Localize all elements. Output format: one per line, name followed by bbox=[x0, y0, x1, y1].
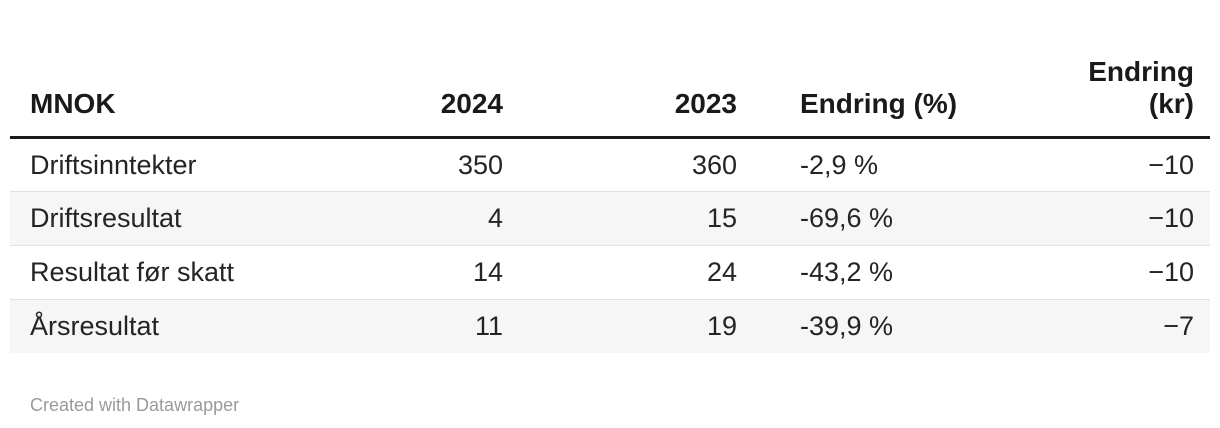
cell-2023: 24 bbox=[523, 244, 757, 299]
cell-row-label: Driftsinntekter bbox=[30, 149, 197, 180]
cell-2024: 11 bbox=[360, 298, 523, 353]
cell-row-label: Driftsresultat bbox=[10, 190, 360, 245]
table-header-row: MNOK 2024 2023 Endring (%) Endring (kr) bbox=[10, 0, 1210, 139]
cell-endring-kr: −10 bbox=[1148, 149, 1194, 180]
footer: Created with Datawrapper bbox=[10, 394, 1210, 416]
column-header-endring-pct: Endring (%) bbox=[757, 0, 1000, 139]
cell-row-label: Årsresultat bbox=[10, 298, 360, 353]
cell-endring-pct: -69,6 % bbox=[757, 190, 1000, 245]
cell-endring-pct: -2,9 % bbox=[800, 149, 879, 180]
cell-endring-kr: −10 bbox=[1000, 244, 1210, 299]
cell-2024: 14 bbox=[360, 244, 523, 299]
datawrapper-attribution-link[interactable]: Created with Datawrapper bbox=[30, 395, 240, 415]
cell-2024: 4 bbox=[360, 190, 523, 245]
table-row: Resultat før skatt 14 24 -43,2 % −10 bbox=[10, 244, 1210, 299]
table-row: Driftsresultat 4 15 -69,6 % −10 bbox=[10, 190, 1210, 245]
cell-2023: 19 bbox=[523, 298, 757, 353]
cell-endring-kr: −10 bbox=[1000, 190, 1210, 245]
column-header-endring-kr: Endring (kr) bbox=[1000, 0, 1210, 139]
cell-endring-kr: −7 bbox=[1000, 298, 1210, 353]
cell-2023: 15 bbox=[523, 190, 757, 245]
cell-endring-pct: -39,9 % bbox=[757, 298, 1000, 353]
cell-row-label: Resultat før skatt bbox=[10, 244, 360, 299]
cell-2023: 360 bbox=[691, 149, 737, 180]
column-header-2024: 2024 bbox=[360, 0, 523, 139]
table-container: MNOK 2024 2023 Endring (%) Endring (kr) … bbox=[10, 0, 1210, 416]
column-header-mnok: MNOK bbox=[10, 0, 360, 139]
cell-endring-pct: -43,2 % bbox=[757, 244, 1000, 299]
table-row: Driftsinntekter 350 360 -2,9 % −10 bbox=[10, 137, 1210, 191]
financial-table: MNOK 2024 2023 Endring (%) Endring (kr) … bbox=[10, 0, 1210, 353]
cell-2024: 350 bbox=[457, 149, 503, 180]
column-header-2023: 2023 bbox=[523, 0, 757, 139]
table-row: Årsresultat 11 19 -39,9 % −7 bbox=[10, 298, 1210, 353]
